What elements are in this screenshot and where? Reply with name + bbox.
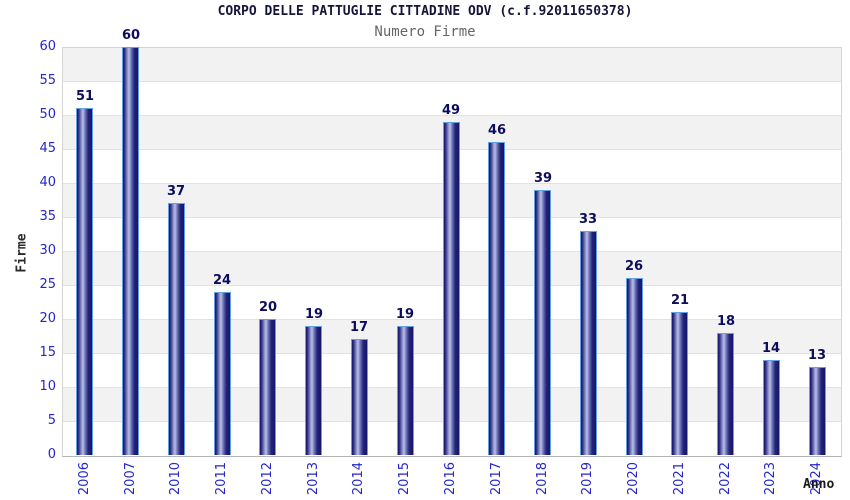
y-tick-label: 15 — [39, 345, 56, 360]
bar-value-label: 17 — [349, 320, 369, 335]
bar-2011 — [214, 292, 231, 455]
bar-value-label: 14 — [761, 341, 781, 356]
x-tick-label: 2021 — [672, 462, 687, 496]
bar-2015 — [397, 326, 414, 455]
bar-value-label: 18 — [716, 314, 736, 329]
bar-2019 — [580, 231, 597, 455]
bar-2018 — [534, 190, 551, 455]
x-tick-label: 2013 — [306, 462, 321, 496]
bar-2010 — [168, 203, 185, 455]
x-tick-label: 2019 — [580, 462, 595, 496]
y-tick-label: 25 — [39, 277, 56, 292]
bar-value-label: 26 — [624, 259, 644, 274]
x-tick-label: 2014 — [351, 462, 366, 496]
x-tick-label: 2020 — [626, 462, 641, 496]
bar-value-label: 49 — [441, 103, 461, 118]
x-tick-label: 2018 — [535, 462, 550, 496]
x-tick-label: 2017 — [489, 462, 504, 496]
y-tick-label: 45 — [39, 141, 56, 156]
bar-2023 — [763, 360, 780, 455]
bar-value-label: 21 — [670, 293, 690, 308]
y-tick-label: 5 — [47, 413, 56, 428]
x-tick-label: 2006 — [77, 462, 92, 496]
bar-2012 — [259, 319, 276, 455]
bar-value-label: 19 — [304, 307, 324, 322]
bar-2022 — [717, 333, 734, 455]
y-tick-label: 60 — [39, 39, 56, 54]
bar-value-label: 33 — [578, 212, 598, 227]
x-tick-label: 2010 — [168, 462, 183, 496]
x-tick-label: 2015 — [397, 462, 412, 496]
plot-band — [63, 82, 841, 116]
bar-2014 — [351, 339, 368, 455]
bar-2017 — [488, 142, 505, 455]
bar-value-label: 51 — [75, 89, 95, 104]
y-tick-label: 55 — [39, 73, 56, 88]
bar-2021 — [671, 312, 688, 455]
bar-2013 — [305, 326, 322, 455]
x-axis-title: Anno — [803, 477, 835, 492]
chart-title: CORPO DELLE PATTUGLIE CITTADINE ODV (c.f… — [217, 4, 633, 19]
bar-value-label: 37 — [166, 184, 186, 199]
bar-2006 — [76, 108, 93, 455]
bar-2024 — [809, 367, 826, 455]
bar-2007 — [122, 47, 139, 455]
x-tick-label: 2012 — [260, 462, 275, 496]
x-tick-label: 2022 — [718, 462, 733, 496]
y-tick-label: 20 — [39, 311, 56, 326]
bar-value-label: 20 — [258, 300, 278, 315]
y-tick-label: 0 — [47, 447, 56, 462]
x-tick-label: 2011 — [214, 462, 229, 496]
bar-value-label: 19 — [395, 307, 415, 322]
y-tick-label: 10 — [39, 379, 56, 394]
x-tick-label: 2023 — [763, 462, 778, 496]
bar-2016 — [443, 122, 460, 455]
bar-value-label: 13 — [807, 348, 827, 363]
bar-value-label: 24 — [212, 273, 232, 288]
y-tick-label: 30 — [39, 243, 56, 258]
bar-value-label: 60 — [121, 28, 141, 43]
y-tick-label: 40 — [39, 175, 56, 190]
y-tick-label: 35 — [39, 209, 56, 224]
bar-2020 — [626, 278, 643, 455]
x-tick-label: 2007 — [123, 462, 138, 496]
bar-value-label: 39 — [533, 171, 553, 186]
x-tick-label: 2016 — [443, 462, 458, 496]
y-tick-label: 50 — [39, 107, 56, 122]
plot-band — [63, 48, 841, 82]
bar-value-label: 46 — [487, 123, 507, 138]
chart-subtitle: Numero Firme — [374, 24, 476, 40]
